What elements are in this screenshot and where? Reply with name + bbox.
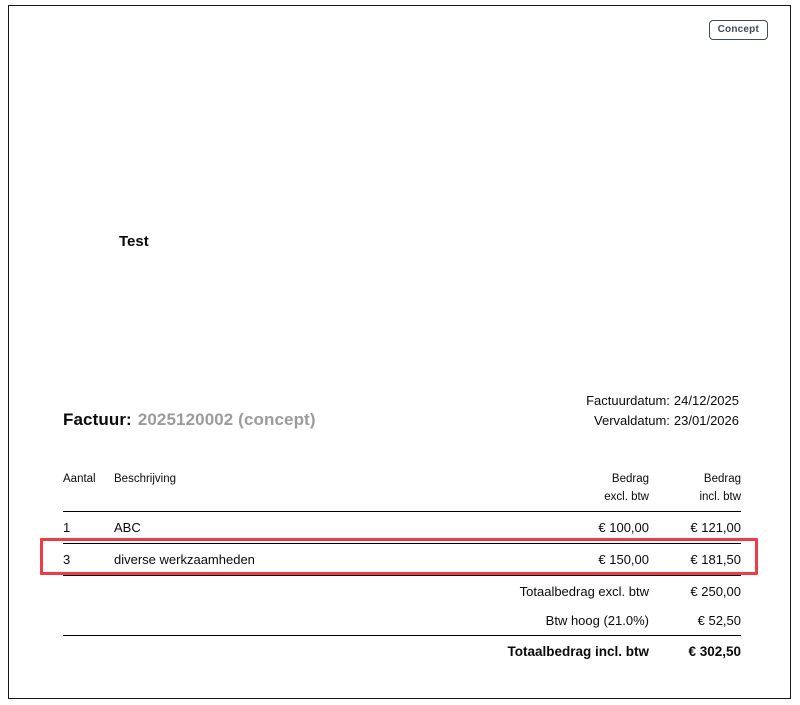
row-amount-excl: € 150,00	[598, 552, 649, 567]
row-amount-incl: € 121,00	[690, 520, 741, 535]
company-name: Test	[119, 233, 149, 250]
table-row: 1 ABC € 100,00 € 121,00	[63, 512, 741, 544]
header-qty: Aantal	[63, 473, 96, 485]
total-excl-label: Totaalbedrag excl. btw	[519, 583, 649, 599]
invoice-title-label: Factuur:	[63, 410, 132, 429]
invoice-number: 2025120002 (concept)	[137, 410, 316, 429]
table-header-row: Aantal Beschrijving Bedrag excl. btw Bed…	[63, 470, 741, 512]
status-badge-concept[interactable]: Concept	[708, 20, 768, 40]
row-qty: 1	[63, 520, 71, 535]
vat-row: Btw hoog (21.0%) € 52,50	[63, 606, 741, 636]
header-description: Beschrijving	[114, 473, 176, 485]
header-amount-excl-line2: excl. btw	[604, 491, 649, 503]
invoice-title: Factuur: 2025120002 (concept)	[63, 410, 316, 430]
row-amount-incl: € 181,50	[690, 552, 741, 567]
row-description: diverse werkzaamheden	[114, 552, 255, 567]
row-amount-excl: € 100,00	[598, 520, 649, 535]
invoice-document-page: Concept Test Factuurdatum: 24/12/2025 Ve…	[8, 5, 791, 699]
header-amount-incl-line1: Bedrag	[703, 473, 741, 485]
header-amount-excl-line1: Bedrag	[611, 473, 649, 485]
vat-value: € 52,50	[697, 613, 741, 628]
invoice-dates: Factuurdatum: 24/12/2025 Vervaldatum: 23…	[586, 391, 739, 431]
total-incl-label: Totaalbedrag incl. btw	[507, 644, 649, 659]
row-qty: 3	[63, 552, 71, 567]
total-excl-row: Totaalbedrag excl. btw € 250,00	[63, 576, 741, 606]
total-excl-value: € 250,00	[690, 583, 741, 599]
table-row-highlighted[interactable]: 3 diverse werkzaamheden € 150,00 € 181,5…	[63, 544, 741, 576]
header-amount-incl-line2: incl. btw	[699, 491, 741, 503]
invoice-date-value: 24/12/2025	[673, 393, 739, 408]
due-date-value: 23/01/2026	[673, 413, 739, 428]
header-amount-incl: Bedrag incl. btw	[649, 470, 741, 506]
invoice-date-line: Factuurdatum: 24/12/2025	[586, 391, 739, 411]
header-amount-excl: Bedrag excl. btw	[529, 470, 649, 506]
total-incl-row: Totaalbedrag incl. btw € 302,50	[63, 636, 741, 667]
total-incl-value: € 302,50	[688, 644, 741, 659]
invoice-date-label: Factuurdatum:	[586, 393, 670, 408]
vat-label: Btw hoog (21.0%)	[545, 613, 649, 628]
due-date-line: Vervaldatum: 23/01/2026	[586, 411, 739, 431]
invoice-lines-table: Aantal Beschrijving Bedrag excl. btw Bed…	[63, 470, 741, 667]
row-description: ABC	[114, 520, 141, 535]
due-date-label: Vervaldatum:	[594, 413, 670, 428]
